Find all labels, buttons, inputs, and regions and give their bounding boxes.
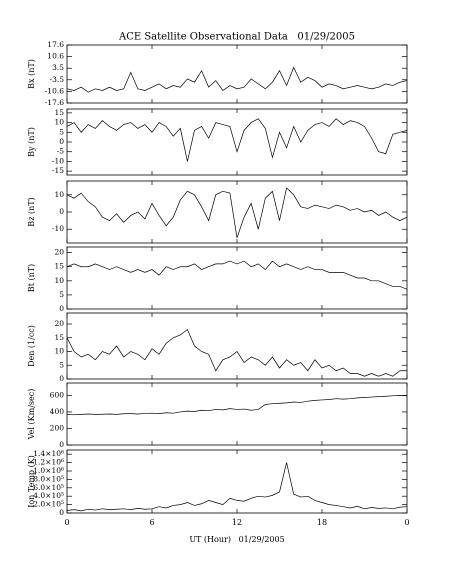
y-tick-label: -10.6: [45, 86, 64, 95]
data-line: [66, 118, 408, 162]
y-tick-label: 10.6: [47, 52, 64, 61]
data-line: [66, 462, 408, 512]
panel-frame: [66, 44, 408, 104]
x-tick-label: 18: [317, 518, 327, 527]
y-axis-label: Bt (nT): [27, 264, 36, 292]
chart-title: ACE Satellite Observational Data 01/29/2…: [118, 32, 355, 43]
y-tick-label: -3.5: [50, 75, 65, 84]
data-line: [66, 395, 408, 416]
data-line: [66, 66, 408, 93]
y-tick-label: 0: [59, 304, 64, 313]
panel-frame: [66, 312, 408, 380]
panel-frame: [66, 382, 408, 446]
y-tick-label: 10: [54, 276, 64, 285]
data-line: [66, 187, 408, 238]
y-tick-label: 15: [54, 333, 64, 342]
y-tick-label: 400: [50, 407, 65, 416]
y-axis-label: Den (1/cc): [27, 325, 36, 367]
y-tick-label: -15: [52, 166, 64, 175]
y-tick-label: 0: [59, 207, 64, 216]
panel-frame: [66, 108, 408, 176]
y-axis-label: Ion Temp (K): [27, 455, 36, 508]
y-tick-label: 5: [59, 127, 64, 136]
y-axis-label: Vel (Km/sec): [27, 389, 36, 441]
y-tick-label: 10: [54, 190, 64, 199]
y-tick-label: 1.2×10⁶: [33, 458, 64, 467]
data-line: [66, 260, 408, 290]
y-tick-label: 17.6: [47, 40, 64, 49]
y-tick-label: 3.5: [52, 63, 64, 72]
y-tick-label: 6.0×10⁵: [33, 483, 64, 492]
y-tick-label: 0: [59, 508, 64, 517]
panel-frame: [66, 246, 408, 310]
panel-frame: [66, 449, 408, 514]
y-tick-label: 0: [59, 440, 64, 449]
y-tick-label: 20: [54, 319, 64, 328]
y-tick-label: 5: [59, 360, 64, 369]
x-axis-label: UT (Hour) 01/29/2005: [189, 535, 284, 544]
y-tick-label: 4.0×10⁵: [33, 491, 64, 500]
x-tick-label: 0: [64, 518, 69, 527]
data-line: [66, 328, 407, 377]
y-tick-label: 1.4×10⁶: [33, 449, 64, 458]
panel-frame: [66, 180, 408, 244]
y-tick-label: 0: [59, 137, 64, 146]
x-tick-label: 12: [232, 518, 242, 527]
y-tick-label: 10: [54, 347, 64, 356]
y-tick-label: 8.0×10⁵: [33, 474, 64, 483]
y-axis-label: By (nT): [27, 127, 36, 157]
y-axis-label: Bx (nT): [27, 59, 36, 89]
y-tick-label: 600: [50, 390, 65, 399]
y-tick-label: 5: [59, 290, 64, 299]
y-tick-label: -5: [57, 147, 65, 156]
y-tick-label: 200: [50, 423, 65, 432]
y-tick-label: 0: [59, 374, 64, 383]
y-tick-label: 10: [54, 118, 64, 127]
y-tick-label: -10: [52, 224, 64, 233]
x-tick-label: 0: [404, 518, 409, 527]
x-tick-label: 6: [149, 518, 154, 527]
y-tick-label: 2.0×10⁵: [33, 500, 64, 509]
y-tick-label: -10: [52, 156, 64, 165]
y-tick-label: 20: [54, 248, 64, 257]
y-tick-label: 15: [54, 108, 64, 117]
y-tick-label: 1.0×10⁶: [33, 466, 64, 475]
y-tick-label: -17.6: [45, 98, 64, 107]
y-axis-label: Bz (nT): [27, 197, 36, 226]
y-tick-label: 15: [54, 262, 64, 271]
